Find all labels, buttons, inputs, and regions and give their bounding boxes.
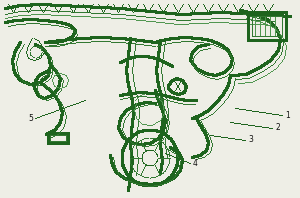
Text: 5: 5 bbox=[28, 113, 33, 123]
Text: 2: 2 bbox=[275, 124, 280, 132]
Text: 3: 3 bbox=[248, 135, 253, 145]
Text: 4: 4 bbox=[193, 159, 198, 168]
Text: 1: 1 bbox=[285, 110, 290, 120]
